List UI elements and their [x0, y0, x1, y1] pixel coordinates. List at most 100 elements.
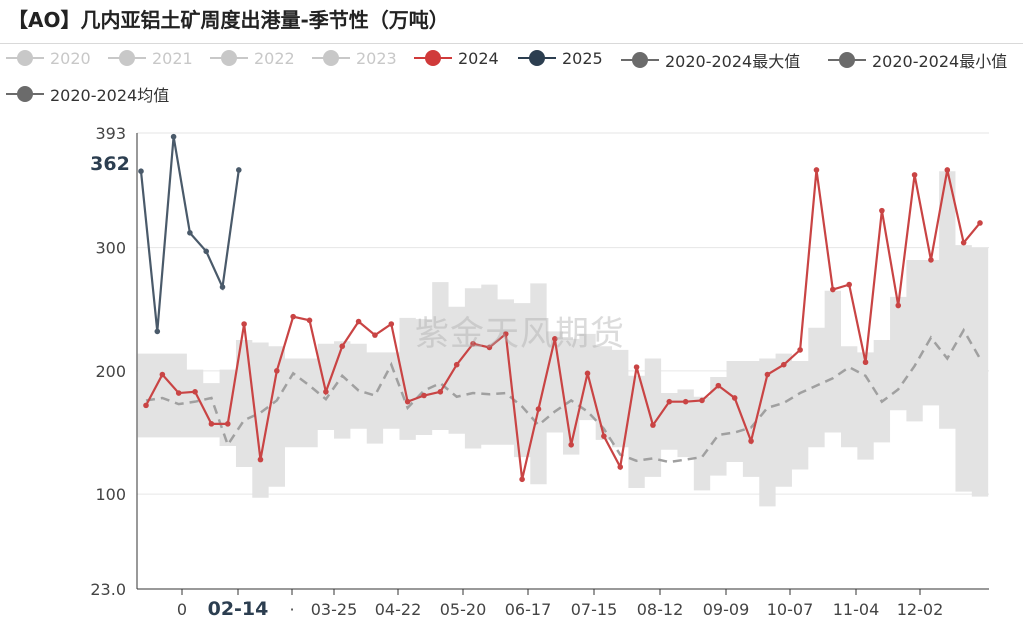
series-2024-point	[568, 442, 574, 448]
series-2024-point	[699, 397, 705, 404]
series-2024-point	[584, 370, 591, 377]
x-tick-label: 04-22	[375, 600, 422, 619]
series-2024-point	[650, 422, 656, 428]
series-2024-point	[780, 361, 787, 368]
legend-swatch-icon	[108, 48, 146, 68]
series-2024-point	[470, 340, 476, 347]
series-2025-point	[236, 167, 242, 173]
x-tick-label: 11-04	[833, 600, 880, 619]
x-tick-label: 03-25	[311, 600, 358, 619]
series-2024-point	[421, 392, 427, 399]
series-2024-point	[830, 286, 836, 293]
series-2024-point	[928, 257, 934, 263]
series-2024-point	[502, 331, 509, 337]
series-2024-point	[224, 421, 231, 427]
legend-item-2020[interactable]: 2020	[6, 48, 91, 68]
series-2024-point	[241, 321, 247, 327]
legend-swatch-icon	[621, 50, 659, 70]
legend-swatch-icon	[6, 48, 44, 68]
series-2024-point	[323, 389, 329, 395]
series-2024-point	[977, 220, 983, 226]
x-tick-label: 02-14	[208, 598, 269, 620]
legend-swatch-icon	[6, 84, 44, 104]
series-2025-point	[154, 328, 161, 335]
legend-swatch-icon	[518, 48, 556, 68]
y-tick-label: 200	[95, 362, 126, 381]
legend-item-2022[interactable]: 2022	[210, 48, 295, 68]
legend-item-2021[interactable]: 2021	[108, 48, 193, 68]
x-tick-label: 06-17	[505, 600, 552, 619]
legend-label: 2020	[50, 48, 91, 68]
series-2024-line	[145, 169, 981, 480]
legend-label: 2021	[152, 48, 193, 68]
series-2024-point	[306, 317, 313, 324]
series-2024-point	[895, 302, 902, 309]
series-2024-point	[617, 464, 624, 470]
y-tick-label: 100	[95, 485, 126, 504]
series-2024-point	[535, 406, 542, 412]
series-2024-point	[748, 438, 754, 444]
x-tick-label: 0	[177, 600, 187, 619]
x-tick-label: 07-15	[571, 600, 618, 619]
series-2024-point	[813, 167, 820, 173]
series-2024-point	[797, 347, 803, 353]
series-2024-point	[355, 318, 362, 325]
legend-swatch-icon	[312, 48, 350, 68]
y-tick-label: 23.0	[90, 580, 126, 599]
legend-swatch-icon	[210, 48, 248, 68]
series-2024-point	[846, 281, 852, 288]
watermark: 紫金天风期货	[415, 314, 625, 354]
series-2024-point	[453, 361, 460, 368]
chart-legend: 2020 2021 2022 2023 2024 2025 2020-2024最大值 2020…	[0, 46, 1023, 110]
legend-item-2023[interactable]: 2023	[312, 48, 397, 68]
x-tick-label: 08-12	[637, 600, 684, 619]
series-2024-point	[372, 332, 378, 338]
legend-item-2020-2024均值[interactable]: 2020-2024均值	[6, 82, 169, 106]
x-tick-label: ·	[289, 600, 294, 619]
legend-item-2024[interactable]: 2024	[414, 48, 499, 68]
series-2024-point	[175, 390, 182, 396]
x-tick-label: 05-20	[440, 600, 487, 619]
series-2024-point	[143, 402, 149, 409]
series-2025-point	[187, 230, 193, 236]
legend-label: 2020-2024均值	[50, 86, 170, 105]
hover-value-label: 362	[84, 148, 136, 180]
title-divider	[0, 43, 1023, 44]
series-2024-point	[715, 382, 722, 389]
series-2025-point	[219, 284, 226, 290]
minmax-band	[137, 171, 989, 507]
series-2024-point	[879, 207, 885, 214]
legend-swatch-icon	[828, 50, 866, 70]
series-2024-point	[764, 371, 771, 378]
series-2024-point	[601, 433, 607, 439]
series-2024-point	[633, 364, 640, 370]
legend-item-2020-2024最大值[interactable]: 2020-2024最大值	[621, 48, 800, 72]
series-2024-point	[960, 239, 967, 246]
series-2024-point	[666, 398, 673, 405]
series-2024-point	[388, 321, 395, 327]
series-2024-point	[339, 343, 346, 350]
series-2024-point	[208, 421, 215, 427]
series-2025-point	[138, 168, 144, 175]
series-2024-point	[911, 172, 918, 178]
series-2024-point	[290, 313, 296, 320]
series-2025-point	[203, 248, 209, 255]
legend-label: 2025	[562, 48, 603, 68]
legend-item-2025[interactable]: 2025	[518, 48, 603, 68]
y-tick-label: 393	[95, 124, 126, 143]
y-tick-label: 300	[95, 239, 126, 258]
series-2025-point	[170, 133, 177, 140]
series-2024-point	[257, 456, 264, 463]
series-2024-point	[552, 336, 558, 342]
series-2024-point	[159, 371, 166, 378]
legend-label: 2024	[458, 48, 499, 68]
x-tick-label: 09-09	[703, 600, 750, 619]
legend-item-2020-2024最小值[interactable]: 2020-2024最小值	[828, 48, 1007, 72]
chart-title: 【AO】几内亚铝土矿周度出港量-季节性（万吨）	[8, 8, 449, 32]
mean-line	[145, 327, 982, 464]
x-tick-label: 12-02	[897, 600, 944, 619]
series-2024-point	[682, 398, 689, 405]
series-2024-point	[192, 389, 198, 395]
series-2024-point	[944, 167, 951, 173]
series-2024-point	[486, 344, 493, 351]
